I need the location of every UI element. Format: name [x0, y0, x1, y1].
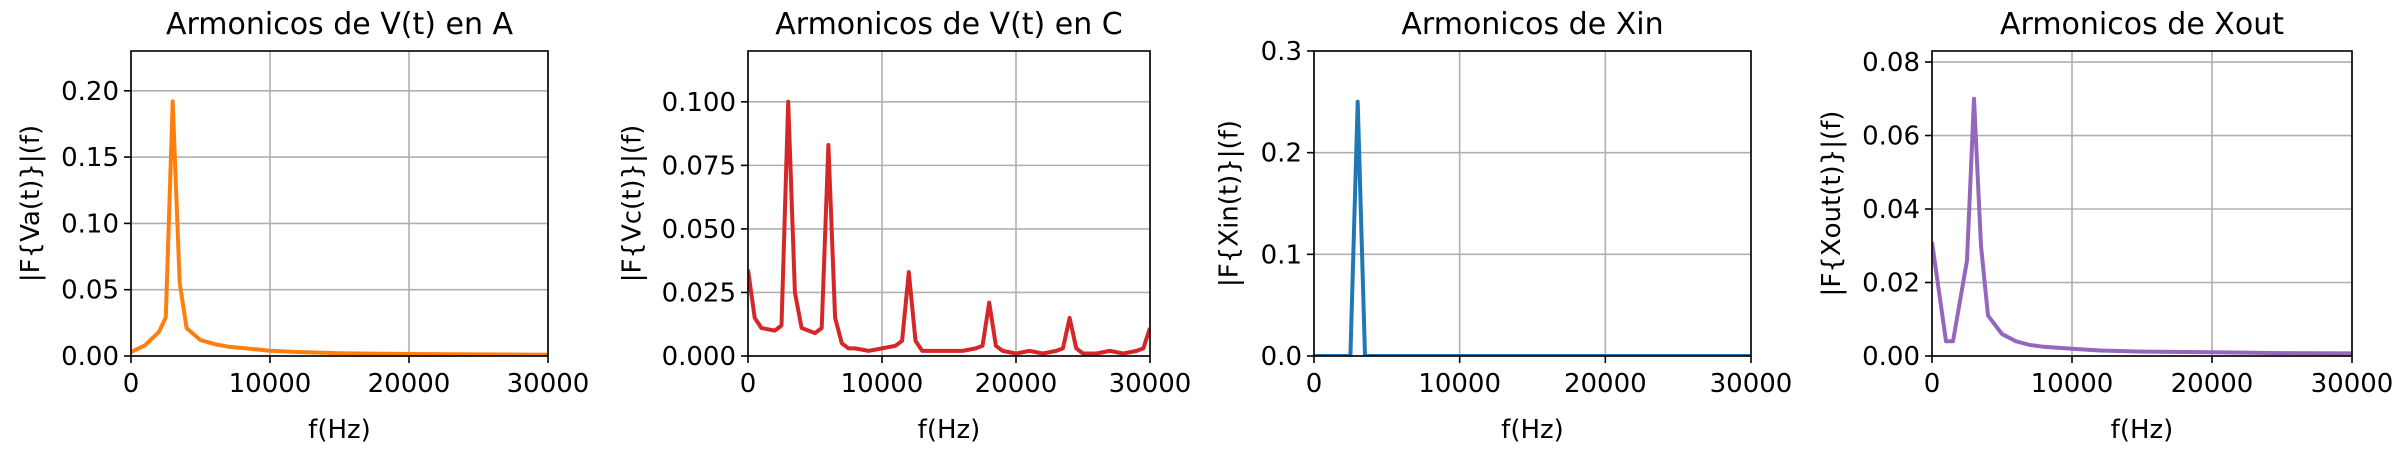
x-axis-label: f(Hz): [1501, 415, 1564, 445]
x-tick-label: 10000: [1418, 369, 1501, 399]
y-tick-label: 0.025: [662, 278, 736, 308]
y-tick-label: 0.15: [61, 143, 119, 173]
y-tick-label: 0.10: [61, 209, 119, 239]
y-tick-label: 0.075: [662, 151, 736, 181]
chart-title: Armonicos de V(t) en C: [775, 7, 1123, 42]
x-tick-label: 30000: [507, 369, 590, 399]
x-tick-label: 0: [1306, 369, 1323, 399]
chart-panel-1: 0 10000 20000 30000 0.00 0.05 0.10 0.15 0.20 Armo…: [16, 7, 589, 445]
y-tick-label: 0.05: [61, 276, 119, 306]
x-tick-label: 10000: [841, 369, 924, 399]
y-tick-label: 0.0: [1261, 342, 1302, 372]
chart-title: Armonicos de V(t) en A: [166, 7, 514, 42]
y-tick-label: 0.100: [662, 88, 736, 118]
y-tick-label: 0.20: [61, 77, 119, 107]
chart-panel-3: 0 10000 20000 30000 0.0 0.1 0.2 0.3 Armonicos de…: [1215, 7, 1793, 445]
x-tick-label: 30000: [1710, 369, 1793, 399]
y-tick-label: 0.1: [1261, 240, 1302, 270]
x-tick-label: 20000: [975, 369, 1058, 399]
chart-title: Armonicos de Xin: [1401, 7, 1663, 42]
x-tick-label: 30000: [1109, 369, 1192, 399]
plot-frame: [1313, 50, 1752, 357]
series-line: [748, 99, 1150, 356]
y-tick-label: 0.2: [1261, 139, 1302, 169]
plot-frame: [747, 50, 1151, 357]
y-tick-label: 0.000: [662, 342, 736, 372]
y-tick-label: 0.00: [61, 342, 119, 372]
x-tick-label: 0: [1924, 369, 1941, 399]
x-tick-label: 20000: [368, 369, 451, 399]
x-tick-label: 0: [740, 369, 757, 399]
y-axis-label: |F{Vc(t)}|(f): [618, 125, 648, 283]
plot-frame: [1931, 50, 2353, 357]
y-tick-label: 0.02: [1862, 269, 1920, 299]
series-line: [1932, 96, 2352, 356]
y-tick-label: 0.08: [1862, 48, 1920, 78]
x-tick-label: 10000: [2031, 369, 2114, 399]
chart-panel-2: 0 10000 20000 30000 0.000 0.025 0.050 0.075 0.10…: [618, 7, 1192, 445]
y-axis-label: |F{Va(t)}|(f): [16, 125, 46, 282]
x-tick-label: 10000: [229, 369, 312, 399]
y-tick-label: 0.00: [1862, 342, 1920, 372]
series-line: [1314, 99, 1751, 356]
y-tick-label: 0.06: [1862, 122, 1920, 152]
x-axis-label: f(Hz): [918, 415, 981, 445]
x-axis-label: f(Hz): [2111, 415, 2174, 445]
y-axis-label: |F{Xin(t)}|(f): [1215, 120, 1245, 287]
chart-title: Armonicos de Xout: [2000, 7, 2284, 42]
y-axis-label: |F{Xout(t)}|(f): [1817, 111, 1847, 297]
x-axis-label: f(Hz): [308, 415, 371, 445]
chart-panel-4: 0 10000 20000 30000 0.00 0.02 0.04 0.06 0.08 Armo…: [1817, 7, 2393, 445]
y-tick-label: 0.3: [1261, 37, 1302, 67]
y-tick-label: 0.04: [1862, 195, 1920, 225]
plot-frame: [130, 50, 549, 357]
series-line: [131, 99, 548, 356]
x-tick-label: 20000: [1564, 369, 1647, 399]
x-tick-label: 30000: [2311, 369, 2394, 399]
x-tick-label: 20000: [2171, 369, 2254, 399]
y-tick-label: 0.050: [662, 215, 736, 245]
x-tick-label: 0: [123, 369, 140, 399]
